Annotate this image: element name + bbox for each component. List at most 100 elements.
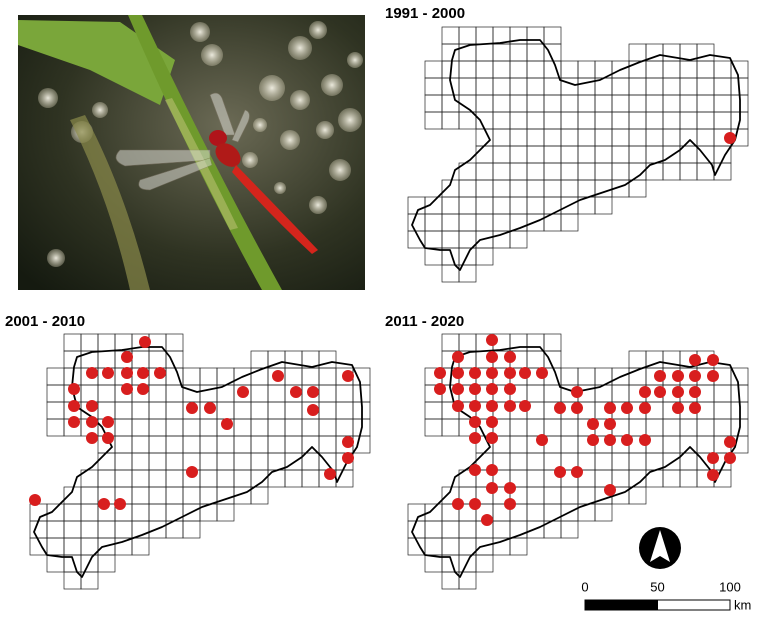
grid-cell (645, 77, 664, 96)
grid-cell (543, 333, 562, 352)
grid-cell (80, 503, 99, 522)
occurrence-dot (519, 367, 531, 379)
occurrence-dot (486, 400, 498, 412)
grid-cell (335, 384, 354, 403)
grid-cell (458, 77, 477, 96)
grid-cell (526, 418, 545, 437)
grid-cell (475, 554, 494, 573)
grid-cell (46, 418, 65, 437)
grid-cell (509, 94, 528, 113)
grid-cell (560, 179, 579, 198)
grid-cell (131, 452, 150, 471)
grid-cell (526, 503, 545, 522)
grid-cell (662, 469, 681, 488)
grid-cell (148, 401, 167, 420)
grid-cell (267, 384, 286, 403)
grid-cell (63, 350, 82, 369)
grid-cell (80, 333, 99, 352)
grid-cell (560, 162, 579, 181)
occurrence-dot (486, 383, 498, 395)
occurrence-dot (707, 469, 719, 481)
grid-cell (318, 435, 337, 454)
occurrence-dot (604, 402, 616, 414)
occurrence-dot (672, 386, 684, 398)
grid-cell (679, 418, 698, 437)
grid-cell (80, 520, 99, 539)
grid-cell (458, 213, 477, 232)
grid-cell (424, 213, 443, 232)
occurrence-dot (86, 416, 98, 428)
grid-cell (577, 367, 596, 386)
grid-cell (560, 435, 579, 454)
grid-cell (628, 350, 647, 369)
grid-cell (216, 435, 235, 454)
grid-cell (679, 162, 698, 181)
grid-cell (318, 367, 337, 386)
grid-cell (611, 77, 630, 96)
occurrence-dot (654, 370, 666, 382)
occurrence-dot (307, 386, 319, 398)
grid-cell (560, 94, 579, 113)
grid-cell (560, 520, 579, 539)
occurrence-dot (86, 400, 98, 412)
occurrence-dot (121, 383, 133, 395)
grid-cell (645, 60, 664, 79)
grid-cell (543, 384, 562, 403)
occurrence-dot (571, 402, 583, 414)
grid-cell (301, 469, 320, 488)
grid-cell (628, 179, 647, 198)
occurrence-dot (554, 402, 566, 414)
grid-cell (696, 111, 715, 130)
grid-cell (594, 503, 613, 522)
grid-cell (577, 486, 596, 505)
grid-cell (199, 384, 218, 403)
grid-cell (182, 486, 201, 505)
scale-label: 50 (650, 579, 664, 594)
grid-cell (114, 401, 133, 420)
grid-cell (543, 111, 562, 130)
grid-cell (424, 418, 443, 437)
grid-cell (267, 435, 286, 454)
occurrence-dot (469, 464, 481, 476)
grid-cell (475, 213, 494, 232)
occurrence-dot (571, 466, 583, 478)
grid-cell (628, 111, 647, 130)
grid-cell (577, 111, 596, 130)
grid-cell (560, 128, 579, 147)
grid-cell (526, 94, 545, 113)
occurrence-dot (639, 402, 651, 414)
grid-cell (475, 26, 494, 45)
grid-cell (475, 162, 494, 181)
grid-cell (250, 418, 269, 437)
grid-cell (543, 145, 562, 164)
occurrence-dot (486, 416, 498, 428)
occurrence-dot (272, 370, 284, 382)
grid-cell (407, 213, 426, 232)
occurrence-dot (504, 400, 516, 412)
occurrence-dot (469, 432, 481, 444)
occurrence-dot (139, 336, 151, 348)
grid-cell (628, 418, 647, 437)
grid-cell (97, 350, 116, 369)
grid-cell (543, 179, 562, 198)
grid-cell (594, 452, 613, 471)
occurrence-dot (307, 404, 319, 416)
grid-cell (441, 43, 460, 62)
grid-cell (628, 43, 647, 62)
grid-cell (148, 435, 167, 454)
occurrence-dot (452, 400, 464, 412)
grid-cell (526, 77, 545, 96)
grid-cell (509, 43, 528, 62)
grid-cell (526, 111, 545, 130)
grid-cell (131, 503, 150, 522)
grid-cell (713, 94, 732, 113)
occurrence-dot (68, 416, 80, 428)
occurrence-dot (519, 400, 531, 412)
occurrence-dot (237, 386, 249, 398)
grid-cell (165, 469, 184, 488)
grid-cell (441, 196, 460, 215)
occurrence-dot (707, 452, 719, 464)
grid-cell (475, 247, 494, 266)
grid-cell (46, 401, 65, 420)
occurrence-dot (486, 432, 498, 444)
